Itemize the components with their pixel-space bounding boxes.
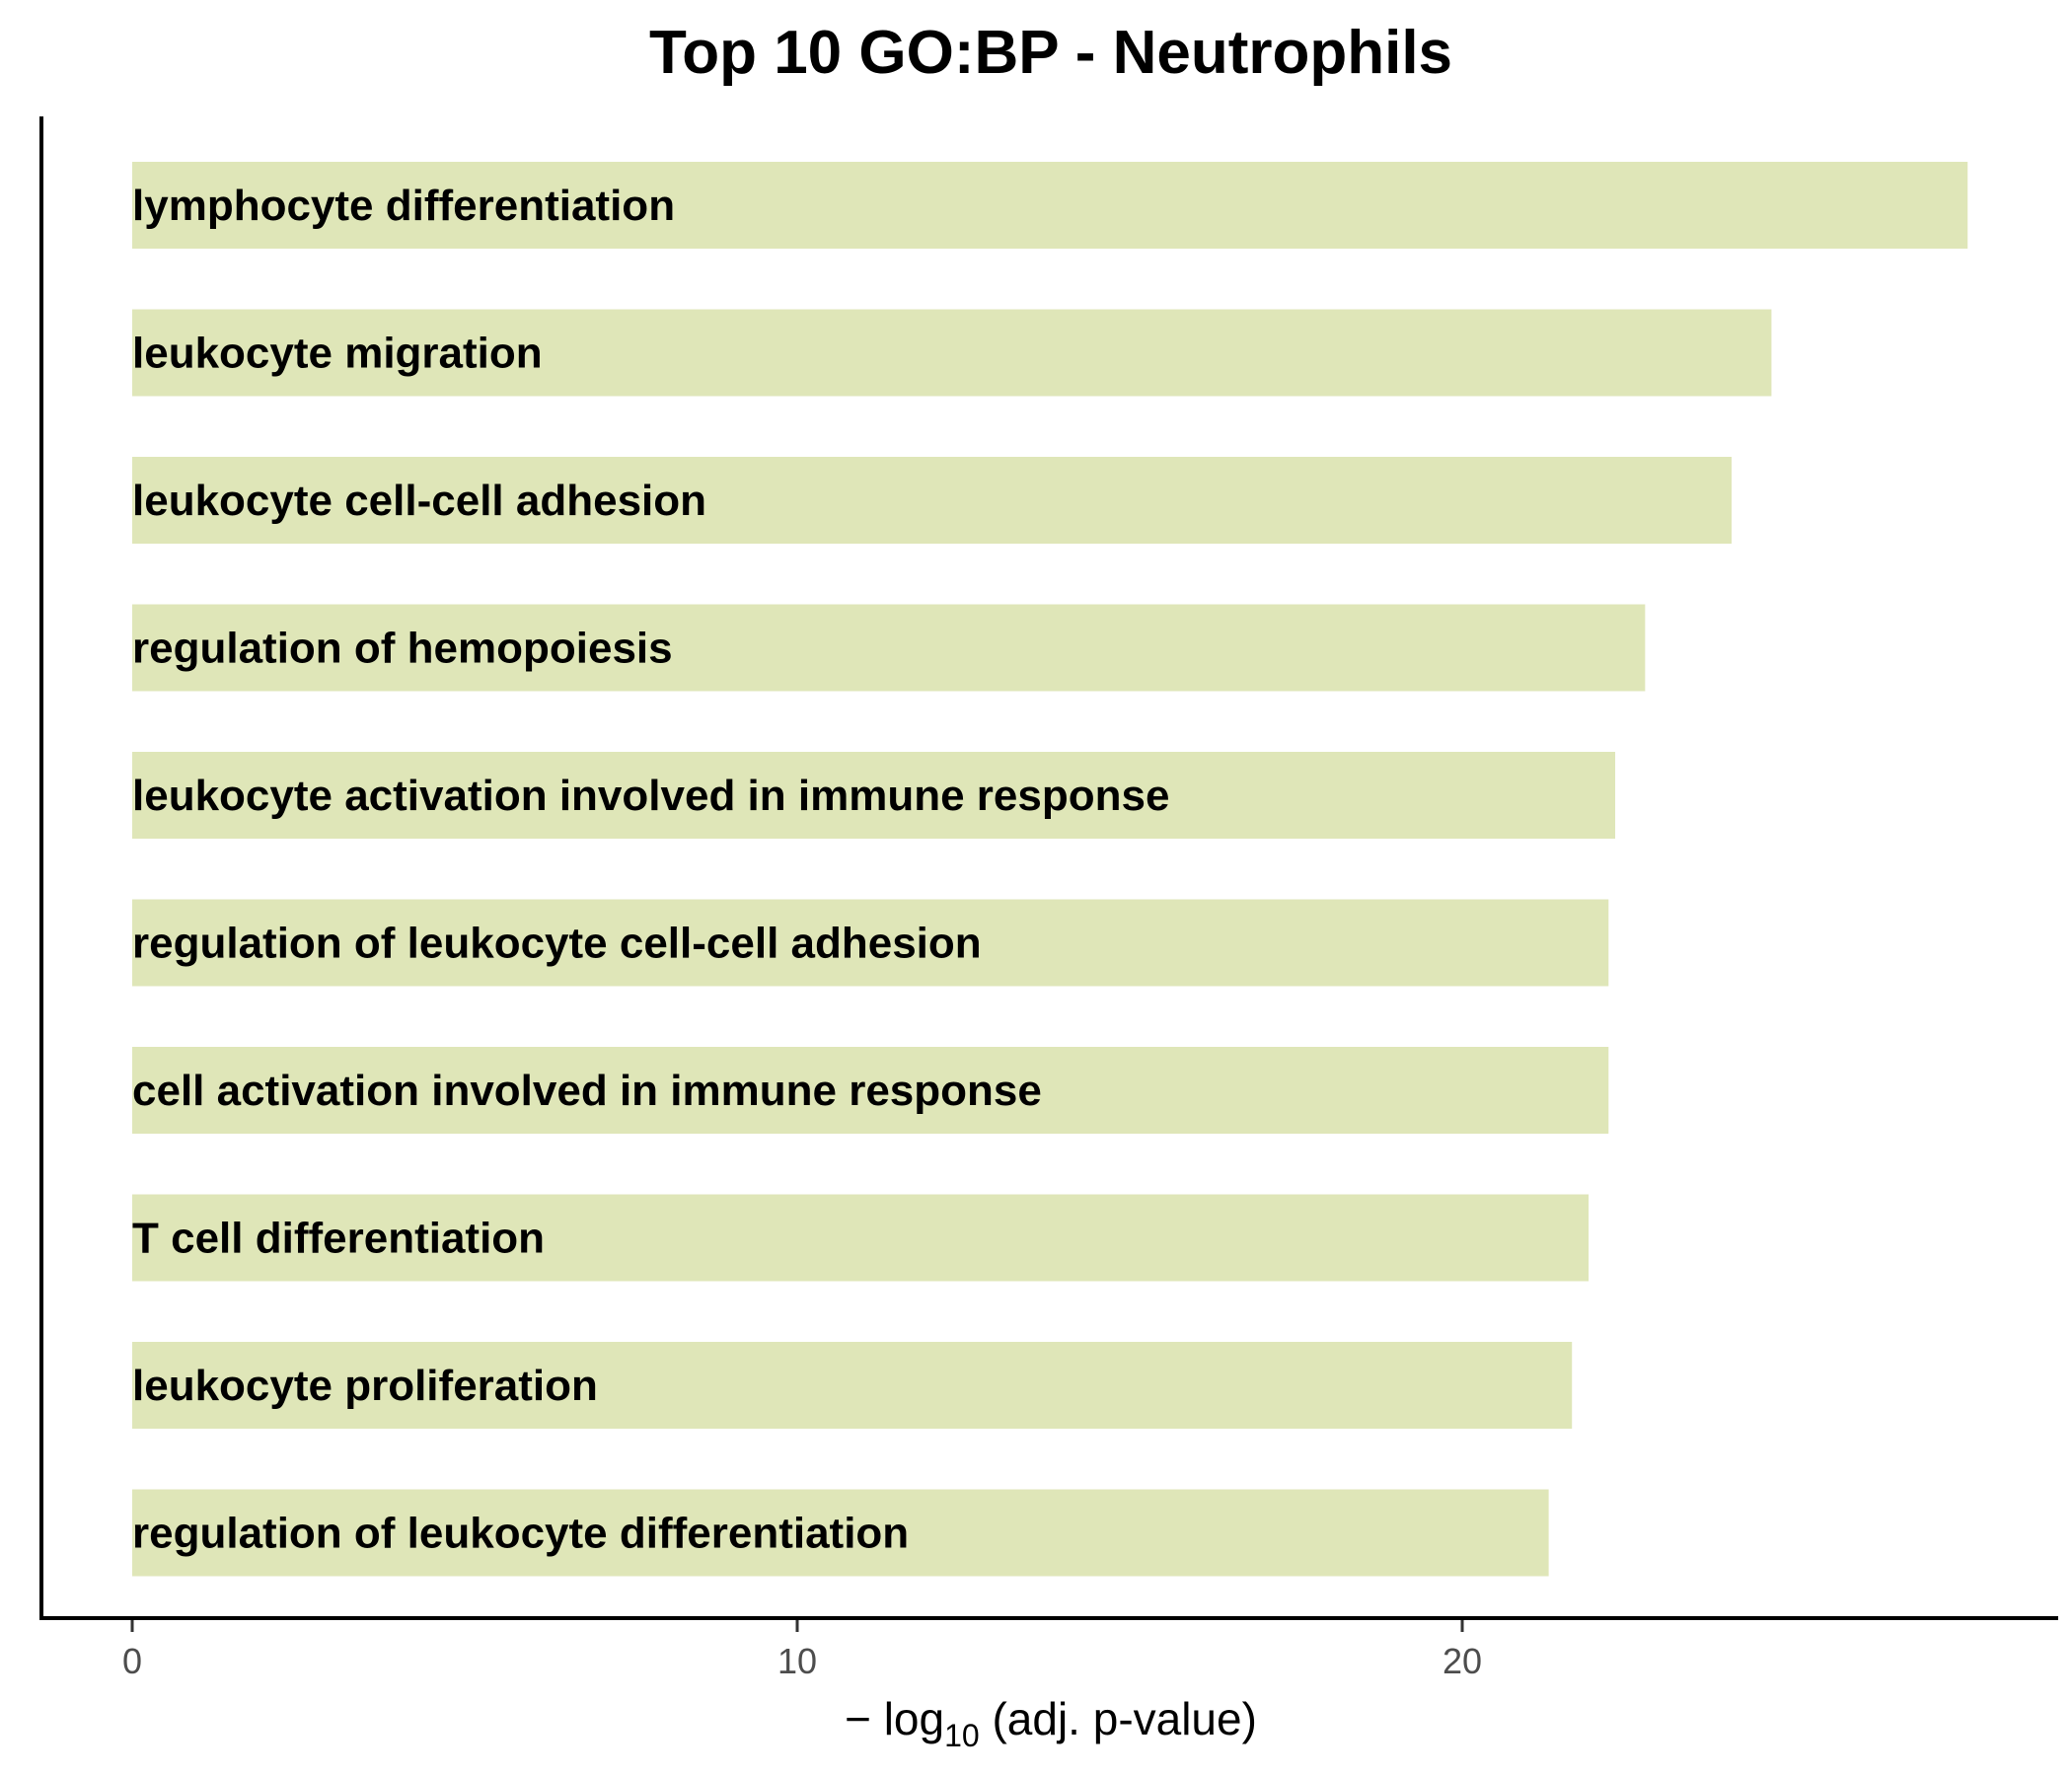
bar-label-9: leukocyte proliferation [132, 1362, 598, 1410]
bar-8 [132, 1194, 1590, 1282]
x-tick-label-0: 0 [122, 1641, 142, 1681]
bar-4 [132, 604, 1646, 692]
x-axis-label-suffix: (adj. p-value) [980, 1693, 1257, 1744]
bar-label-4: regulation of hemopoiesis [132, 625, 673, 673]
bar-label-6: regulation of leukocyte cell-cell adhesi… [132, 920, 982, 968]
bar-5 [132, 752, 1616, 839]
bar-3 [132, 457, 1732, 544]
bar-6 [132, 899, 1609, 987]
x-tick-label-20: 20 [1443, 1641, 1482, 1681]
x-axis-ticks: 0 10 20 [122, 1620, 1482, 1681]
bar-label-10: regulation of leukocyte differentiation [132, 1510, 909, 1558]
bar-10 [132, 1489, 1549, 1577]
x-axis-label: − log10 (adj. p-value) [845, 1693, 1257, 1753]
bar-label-8: T cell differentiation [132, 1215, 545, 1263]
bar-7 [132, 1047, 1609, 1134]
x-axis-label-prefix: − log [845, 1693, 944, 1744]
x-tick-label-10: 10 [777, 1641, 817, 1681]
bar-9 [132, 1342, 1573, 1429]
bar-1 [132, 162, 1968, 249]
x-axis-label-subscript: 10 [944, 1718, 980, 1753]
bar-label-5: leukocyte activation involved in immune … [132, 772, 1169, 820]
bar-label-1: lymphocyte differentiation [132, 182, 675, 230]
bar-label-7: cell activation involved in immune respo… [132, 1067, 1042, 1115]
chart-title: Top 10 GO:BP - Neutrophils [649, 19, 1452, 87]
bar-label-3: leukocyte cell-cell adhesion [132, 477, 706, 525]
bar-2 [132, 309, 1772, 397]
bars-layer: lymphocyte differentiation leukocyte migr… [132, 162, 1968, 1577]
bar-label-2: leukocyte migration [132, 330, 543, 378]
